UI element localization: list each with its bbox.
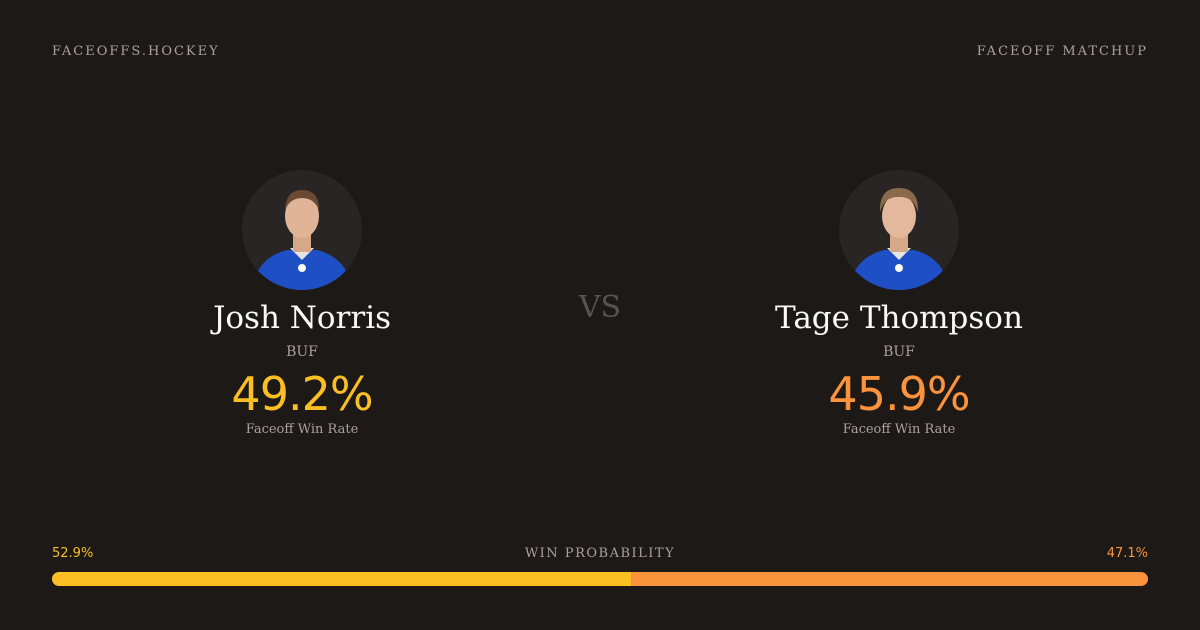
versus: VS (578, 290, 622, 325)
site-name: FACEOFFS.HOCKEY (52, 44, 220, 59)
win-probability-left: 52.9% (52, 546, 94, 561)
player-photo (242, 170, 362, 290)
win-probability-right: 47.1% (1106, 546, 1148, 561)
win-probability-title: WIN PROBABILITY (524, 546, 676, 561)
card-label: FACEOFF MATCHUP (976, 44, 1148, 59)
win-rate: 49.2% (231, 367, 373, 421)
win-probability-segment (52, 572, 632, 586)
player-team: BUF (883, 344, 915, 360)
win-rate: 45.9% (828, 367, 970, 421)
win-rate-label: Faceoff Win Rate (842, 422, 956, 437)
player-name: Josh Norris (212, 300, 392, 336)
player-photo (839, 170, 959, 290)
player-name: Tage Thompson (775, 300, 1023, 336)
player-card: Tage Thompson BUF 45.9% Faceoff Win Rate (699, 170, 1099, 437)
player-card: Josh Norris BUF 49.2% Faceoff Win Rate (102, 170, 502, 437)
win-probability-bar (52, 572, 1148, 586)
player-team: BUF (286, 344, 318, 360)
win-rate-label: Faceoff Win Rate (245, 422, 359, 437)
win-probability-segment (631, 572, 1148, 586)
